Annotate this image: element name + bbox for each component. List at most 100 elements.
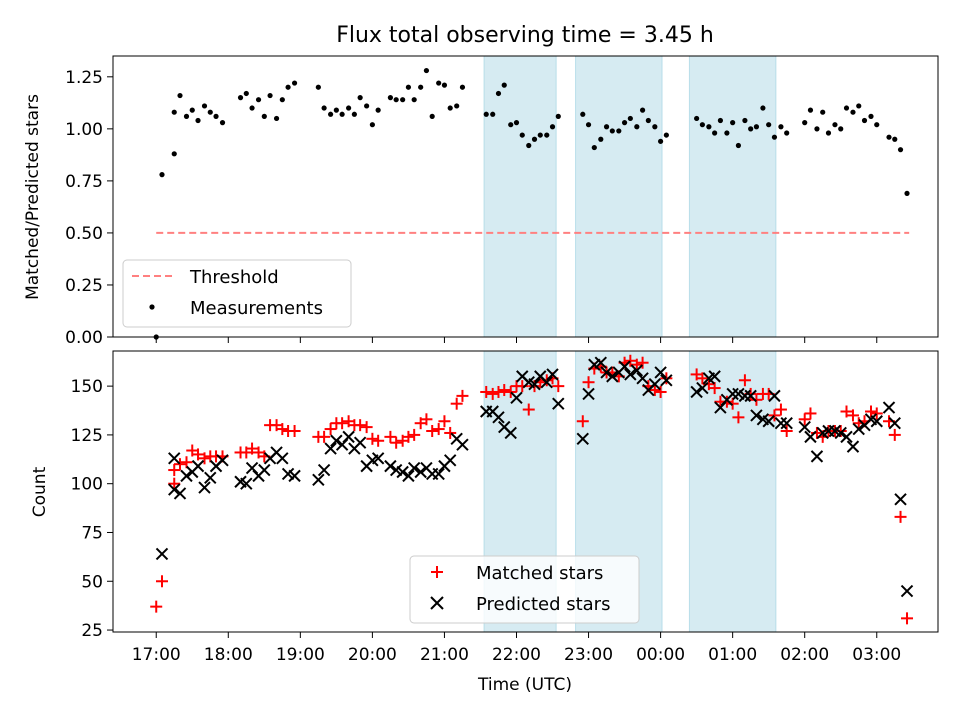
- measurement-point: [441, 82, 448, 88]
- measurement-point: [423, 67, 430, 74]
- x-tick-label: 03:00: [852, 645, 901, 665]
- measurement-point: [531, 136, 538, 142]
- matched-point: [450, 397, 463, 410]
- predicted-point: [708, 370, 721, 383]
- measurement-point: [237, 95, 244, 101]
- matched-point: [426, 425, 439, 438]
- measurement-point: [261, 113, 267, 119]
- matched-point: [444, 426, 457, 439]
- y-tick-label: 50: [81, 572, 103, 592]
- predicted-point: [204, 471, 217, 485]
- y-tick-label: 150: [71, 377, 103, 397]
- predicted-point: [396, 465, 409, 479]
- predicted-point: [317, 463, 331, 477]
- x-tick-label: 21:00: [420, 645, 469, 665]
- measurement-point: [219, 120, 226, 126]
- chart-title: Flux total observing time = 3.45 h: [336, 23, 714, 48]
- measurement-point: [861, 117, 868, 124]
- predicted-point: [582, 387, 595, 401]
- matched-point: [840, 405, 853, 418]
- measurement-point: [436, 80, 442, 86]
- predicted-point: [546, 368, 559, 381]
- measurement-point: [742, 117, 748, 124]
- predicted-point: [630, 364, 644, 377]
- predicted-point: [762, 415, 775, 428]
- matched-point: [150, 600, 163, 613]
- measurement-point: [495, 90, 502, 97]
- measurement-point: [621, 120, 628, 126]
- measurement-point: [735, 142, 742, 149]
- y-tick-label: 25: [81, 621, 103, 641]
- predicted-legend-label: Predicted stars: [476, 594, 610, 615]
- matched-point: [354, 419, 367, 432]
- matched-point: [888, 428, 901, 441]
- measurement-point: [411, 97, 417, 103]
- matched-point: [726, 397, 739, 410]
- measurement-point: [748, 126, 754, 132]
- predicted-point: [576, 432, 589, 446]
- measurement-point: [634, 124, 640, 130]
- ratio-y-ticks: 0.00 0.25 0.50 0.75 1.00 1.25: [65, 68, 113, 348]
- predicted-point: [798, 420, 811, 434]
- predicted-point: [846, 440, 860, 453]
- measurement-point: [171, 109, 177, 115]
- predicted-point: [492, 411, 505, 424]
- predicted-point: [155, 547, 169, 561]
- measurement-point: [243, 90, 249, 97]
- x-tick-label: 23:00: [564, 645, 613, 665]
- matched-point: [624, 354, 637, 367]
- measurement-point: [183, 113, 190, 119]
- predicted-point: [744, 389, 757, 403]
- shaded-span-1: [575, 55, 663, 338]
- predicted-point: [443, 454, 457, 467]
- measurement-point: [603, 124, 610, 130]
- measurement-point: [447, 105, 453, 111]
- matched-point: [276, 423, 289, 436]
- predicted-point: [371, 452, 385, 465]
- predicted-point: [654, 366, 667, 379]
- matched-point: [408, 428, 421, 441]
- matched-point: [402, 430, 415, 443]
- matched-point: [360, 421, 373, 434]
- predicted-point: [834, 426, 847, 440]
- measurement-point: [897, 147, 904, 153]
- predicted-point: [636, 372, 649, 385]
- y-tick-label: 1.25: [65, 68, 103, 88]
- matched-point: [432, 423, 445, 436]
- matched-point: [486, 387, 499, 400]
- matched-point: [168, 477, 181, 490]
- measurement-point: [267, 92, 273, 99]
- measurement-point: [429, 113, 435, 119]
- measurement-point: [843, 105, 850, 111]
- ratio-axes-frame: [112, 55, 939, 338]
- measurement-point: [357, 95, 363, 101]
- matched-point: [372, 434, 385, 447]
- matched-point: [901, 612, 914, 625]
- predicted-point: [432, 467, 445, 481]
- matched-point: [768, 409, 781, 422]
- matched-point: [504, 385, 517, 398]
- measurement-point: [850, 109, 856, 115]
- predicted-point: [648, 377, 662, 391]
- predicted-point: [168, 483, 181, 496]
- x-tick-label: 22:00: [492, 645, 541, 665]
- matched-point: [438, 415, 451, 428]
- measurement-point: [454, 103, 460, 109]
- matched-point: [522, 403, 535, 416]
- x-tick-label: 20:00: [348, 645, 397, 665]
- measurement-point: [490, 111, 496, 117]
- measurement-point: [537, 132, 543, 138]
- x-axis-label: Time (UTC): [477, 675, 572, 695]
- measurement-point: [171, 151, 177, 157]
- count-y-axis-label: Count: [30, 466, 50, 517]
- matched-point: [774, 403, 787, 416]
- predicted-point: [258, 463, 271, 477]
- matched-point: [456, 389, 469, 402]
- measurement-point: [820, 109, 826, 115]
- ratio-legend: Threshold Measurements: [122, 259, 352, 328]
- matched-point: [660, 372, 673, 385]
- count-legend-box: [409, 555, 640, 624]
- matched-point: [420, 413, 433, 426]
- measurement-point: [177, 92, 183, 99]
